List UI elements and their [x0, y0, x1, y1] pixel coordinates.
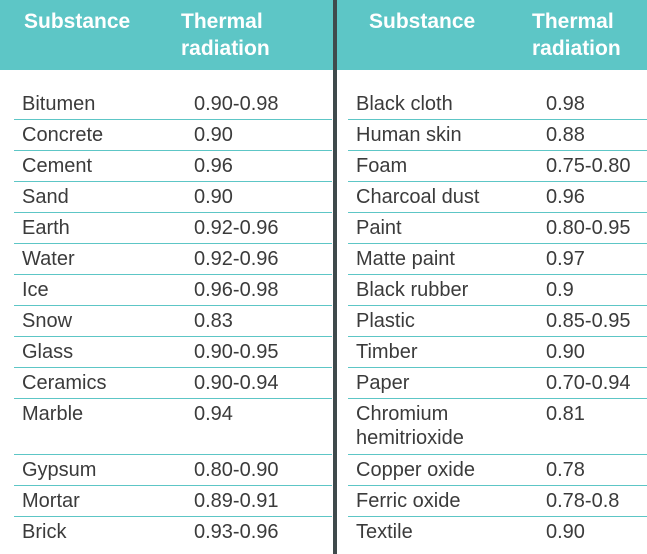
substance-cell: Earth	[22, 217, 70, 239]
table-row: Ice 0.96-0.98	[14, 275, 332, 306]
thermal-radiation-cell: 0.93-0.96	[194, 521, 279, 543]
thermal-radiation-cell: 0.92-0.96	[194, 217, 279, 239]
substance-cell: Charcoal dust	[356, 186, 480, 208]
substance-cell: Ice	[22, 279, 49, 301]
table-row: Ferric oxide 0.78-0.8	[348, 486, 647, 517]
thermal-radiation-cell: 0.80-0.90	[194, 459, 279, 481]
table-row: Bitumen 0.90-0.98	[14, 89, 332, 120]
substance-cell: Gypsum	[22, 459, 97, 481]
substance-cell: Sand	[22, 186, 69, 208]
thermal-radiation-cell: 0.70-0.94	[546, 372, 631, 394]
substance-cell: Concrete	[22, 124, 104, 146]
table-row: Charcoal dust 0.96	[348, 182, 647, 213]
substance-cell: Glass	[22, 341, 74, 363]
substance-cell: Human skin	[356, 124, 462, 146]
substance-cell: Copper oxide	[356, 459, 475, 481]
table-row: Paper 0.70-0.94	[348, 368, 647, 399]
table-row: Glass 0.90-0.95	[14, 337, 332, 368]
substance-cell: Paint	[356, 217, 402, 239]
header-right-thermal-radiation: Thermal radiation	[532, 10, 621, 60]
substance-cell: Ferric oxide	[356, 490, 461, 512]
thermal-radiation-cell: 0.96-0.98	[194, 279, 279, 301]
thermal-radiation-cell: 0.85-0.95	[546, 310, 631, 332]
table-row: Chromium hemitrioxide 0.81	[348, 399, 647, 455]
table-row: Foam 0.75-0.80	[348, 151, 647, 182]
thermal-radiation-cell: 0.90	[194, 124, 233, 146]
thermal-radiation-cell: 0.90-0.94	[194, 372, 279, 394]
table-row: Cement 0.96	[14, 151, 332, 182]
substance-cell: Black cloth	[356, 93, 453, 115]
thermal-radiation-cell: 0.90-0.98	[194, 93, 279, 115]
header-left-thermal-radiation: Thermal radiation	[181, 10, 270, 60]
substance-cell: Plastic	[356, 310, 415, 332]
substance-cell: Black rubber	[356, 279, 469, 301]
thermal-radiation-cell: 0.98	[546, 93, 585, 115]
table-row: Gypsum 0.80-0.90	[14, 455, 332, 486]
thermal-radiation-cell: 0.96	[194, 155, 233, 177]
table-row: Brick 0.93-0.96	[14, 517, 332, 548]
header-left-substance: Substance	[24, 10, 131, 33]
thermal-radiation-cell: 0.75-0.80	[546, 155, 631, 177]
thermal-radiation-cell: 0.97	[546, 248, 585, 270]
table-row: Marble 0.94	[14, 399, 332, 455]
thermal-radiation-cell: 0.92-0.96	[194, 248, 279, 270]
substance-cell: Ceramics	[22, 372, 107, 394]
thermal-radiation-cell: 0.90	[546, 521, 585, 543]
substance-cell: Cement	[22, 155, 93, 177]
substance-cell: Water	[22, 248, 75, 270]
thermal-radiation-cell: 0.83	[194, 310, 233, 332]
thermal-radiation-cell: 0.94	[194, 403, 233, 425]
substance-cell: Chromium hemitrioxide	[356, 403, 464, 449]
substance-cell: Mortar	[22, 490, 80, 512]
substance-cell: Paper	[356, 372, 410, 394]
thermal-radiation-cell: 0.9	[546, 279, 574, 301]
substance-cell: Timber	[356, 341, 418, 363]
table-row: Snow 0.83	[14, 306, 332, 337]
column-divider	[333, 0, 337, 554]
table-row: Concrete 0.90	[14, 120, 332, 151]
thermal-radiation-cell: 0.90	[194, 186, 233, 208]
table-row: Human skin 0.88	[348, 120, 647, 151]
thermal-radiation-cell: 0.90-0.95	[194, 341, 279, 363]
substance-cell: Snow	[22, 310, 73, 332]
thermal-radiation-cell: 0.96	[546, 186, 585, 208]
substance-cell: Foam	[356, 155, 408, 177]
thermal-radiation-cell: 0.78-0.8	[546, 490, 620, 512]
thermal-radiation-cell: 0.80-0.95	[546, 217, 631, 239]
substance-cell: Textile	[356, 521, 413, 543]
table-row: Timber 0.90	[348, 337, 647, 368]
thermal-radiation-cell: 0.90	[546, 341, 585, 363]
table-row: Water 0.92-0.96	[14, 244, 332, 275]
table-row: Sand 0.90	[14, 182, 332, 213]
table-row: Matte paint 0.97	[348, 244, 647, 275]
table-row: Plastic 0.85-0.95	[348, 306, 647, 337]
substance-cell: Matte paint	[356, 248, 455, 270]
thermal-radiation-cell: 0.89-0.91	[194, 490, 279, 512]
thermal-radiation-cell: 0.81	[546, 403, 585, 425]
table-row: Copper oxide 0.78	[348, 455, 647, 486]
table-header: Substance Thermal radiation Substance Th…	[0, 0, 647, 70]
substance-cell: Bitumen	[22, 93, 96, 115]
table-row: Earth 0.92-0.96	[14, 213, 332, 244]
thermal-radiation-cell: 0.88	[546, 124, 585, 146]
substance-cell: Marble	[22, 403, 84, 425]
table-row: Mortar 0.89-0.91	[14, 486, 332, 517]
thermal-radiation-cell: 0.78	[546, 459, 585, 481]
table-row: Black rubber 0.9	[348, 275, 647, 306]
table-row: Black cloth 0.98	[348, 89, 647, 120]
header-right-substance: Substance	[369, 10, 476, 33]
table-row: Ceramics 0.90-0.94	[14, 368, 332, 399]
table-row: Textile 0.90	[348, 517, 647, 548]
substance-cell: Brick	[22, 521, 67, 543]
table-row: Paint 0.80-0.95	[348, 213, 647, 244]
